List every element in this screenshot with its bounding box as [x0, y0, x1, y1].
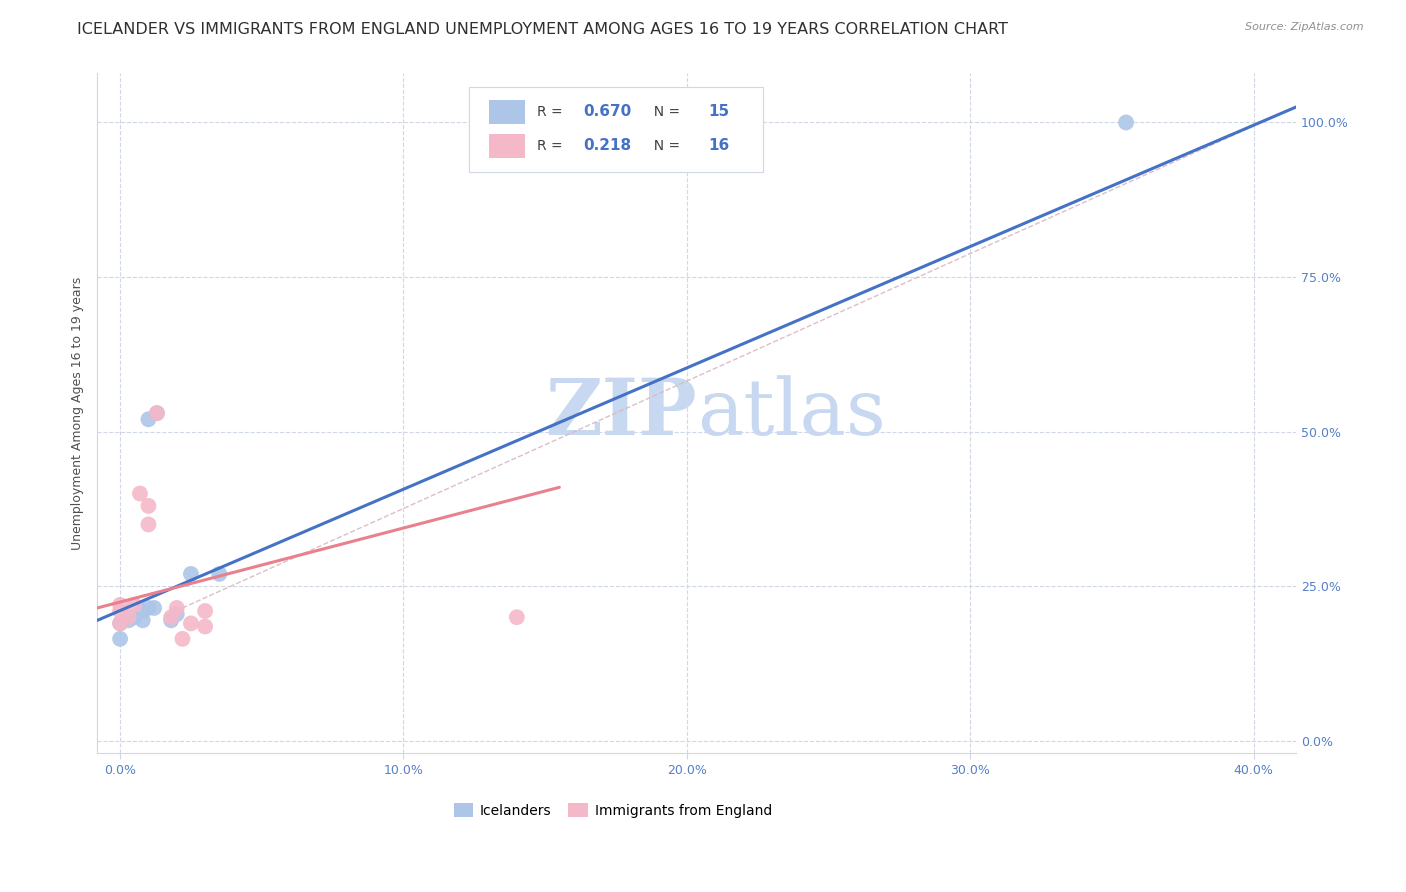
Point [160, 610, 183, 624]
Text: atlas: atlas [697, 376, 886, 451]
Point [108, 616, 131, 631]
Text: R =: R = [537, 104, 568, 119]
FancyBboxPatch shape [489, 134, 526, 158]
Point [138, 517, 160, 532]
Text: Source: ZipAtlas.com: Source: ZipAtlas.com [1246, 22, 1364, 32]
Point [180, 616, 202, 631]
Text: 15: 15 [709, 104, 730, 120]
Text: N =: N = [645, 104, 685, 119]
FancyBboxPatch shape [489, 100, 526, 124]
Point [122, 610, 145, 624]
Text: 0.218: 0.218 [583, 138, 631, 153]
Text: ZIP: ZIP [546, 376, 697, 451]
Point [129, 486, 152, 500]
Text: 16: 16 [709, 138, 730, 153]
Point [166, 601, 188, 615]
Point [138, 499, 160, 513]
Point [160, 613, 183, 627]
Point [117, 610, 139, 624]
Point [143, 601, 166, 615]
Point [146, 406, 169, 420]
Point [108, 632, 131, 646]
Point [208, 566, 231, 581]
Point [180, 566, 202, 581]
Point [194, 619, 217, 633]
Text: N =: N = [645, 139, 685, 153]
Point [138, 601, 160, 615]
Legend: Icelanders, Immigrants from England: Icelanders, Immigrants from England [449, 797, 778, 823]
Point [108, 598, 131, 612]
Point [122, 598, 145, 612]
FancyBboxPatch shape [470, 87, 762, 171]
Point [194, 604, 217, 618]
Point [138, 412, 160, 426]
Point [146, 406, 169, 420]
Text: R =: R = [537, 139, 572, 153]
Y-axis label: Unemployment Among Ages 16 to 19 years: Unemployment Among Ages 16 to 19 years [72, 277, 84, 549]
Point [132, 613, 155, 627]
Text: 0.670: 0.670 [583, 104, 631, 120]
Text: ICELANDER VS IMMIGRANTS FROM ENGLAND UNEMPLOYMENT AMONG AGES 16 TO 19 YEARS CORR: ICELANDER VS IMMIGRANTS FROM ENGLAND UNE… [77, 22, 1008, 37]
Point [132, 604, 155, 618]
Point [1115, 115, 1137, 129]
Point [166, 607, 188, 621]
Point [108, 604, 131, 618]
Point [117, 613, 139, 627]
Point [108, 616, 131, 631]
Point [172, 632, 194, 646]
Point [506, 610, 529, 624]
